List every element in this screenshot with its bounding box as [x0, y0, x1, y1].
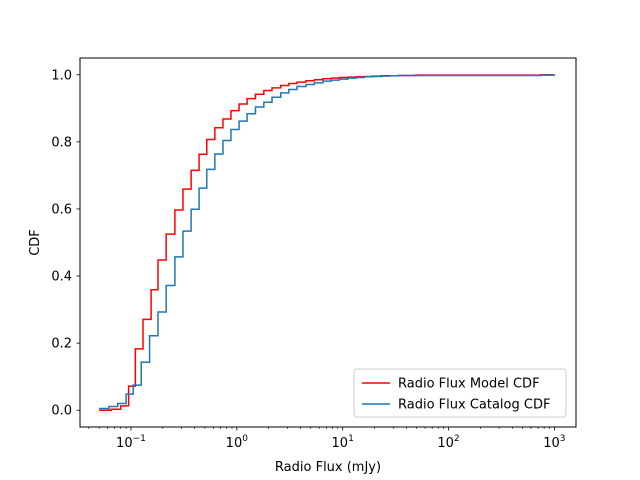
- series-layer: [99, 74, 556, 411]
- legend-box: [353, 368, 567, 418]
- y-tick-label: 0.8: [51, 135, 72, 150]
- legend-label-1: Radio Flux Model CDF: [398, 377, 540, 392]
- x-axis-label: Radio Flux (mJy): [275, 460, 381, 475]
- y-tick-label: 0.0: [51, 404, 72, 419]
- x-axis-ticks: 10−1 100 101 102 103: [88, 427, 566, 451]
- y-axis-ticks: 0.0 0.2 0.4 0.6 0.8 1.0: [51, 68, 80, 419]
- y-axis-label: CDF: [28, 229, 43, 256]
- x-tick-label: 102: [437, 434, 459, 451]
- series-line-1: [99, 74, 555, 411]
- plot-frame: [79, 57, 577, 428]
- x-tick-label: 101: [332, 434, 354, 451]
- y-tick-label: 0.2: [51, 337, 72, 352]
- legend-label-2: Radio Flux Catalog CDF: [398, 398, 550, 413]
- legend: Radio Flux Model CDF Radio Flux Catalog C…: [353, 368, 567, 418]
- series-line-2: [99, 74, 556, 410]
- y-tick-label: 0.6: [51, 202, 72, 217]
- y-tick-label: 0.4: [51, 270, 72, 285]
- x-tick-label: 10−1: [116, 434, 146, 451]
- y-tick-label: 1.0: [51, 68, 72, 83]
- x-tick-label: 103: [543, 434, 565, 451]
- x-tick-label: 100: [226, 434, 249, 451]
